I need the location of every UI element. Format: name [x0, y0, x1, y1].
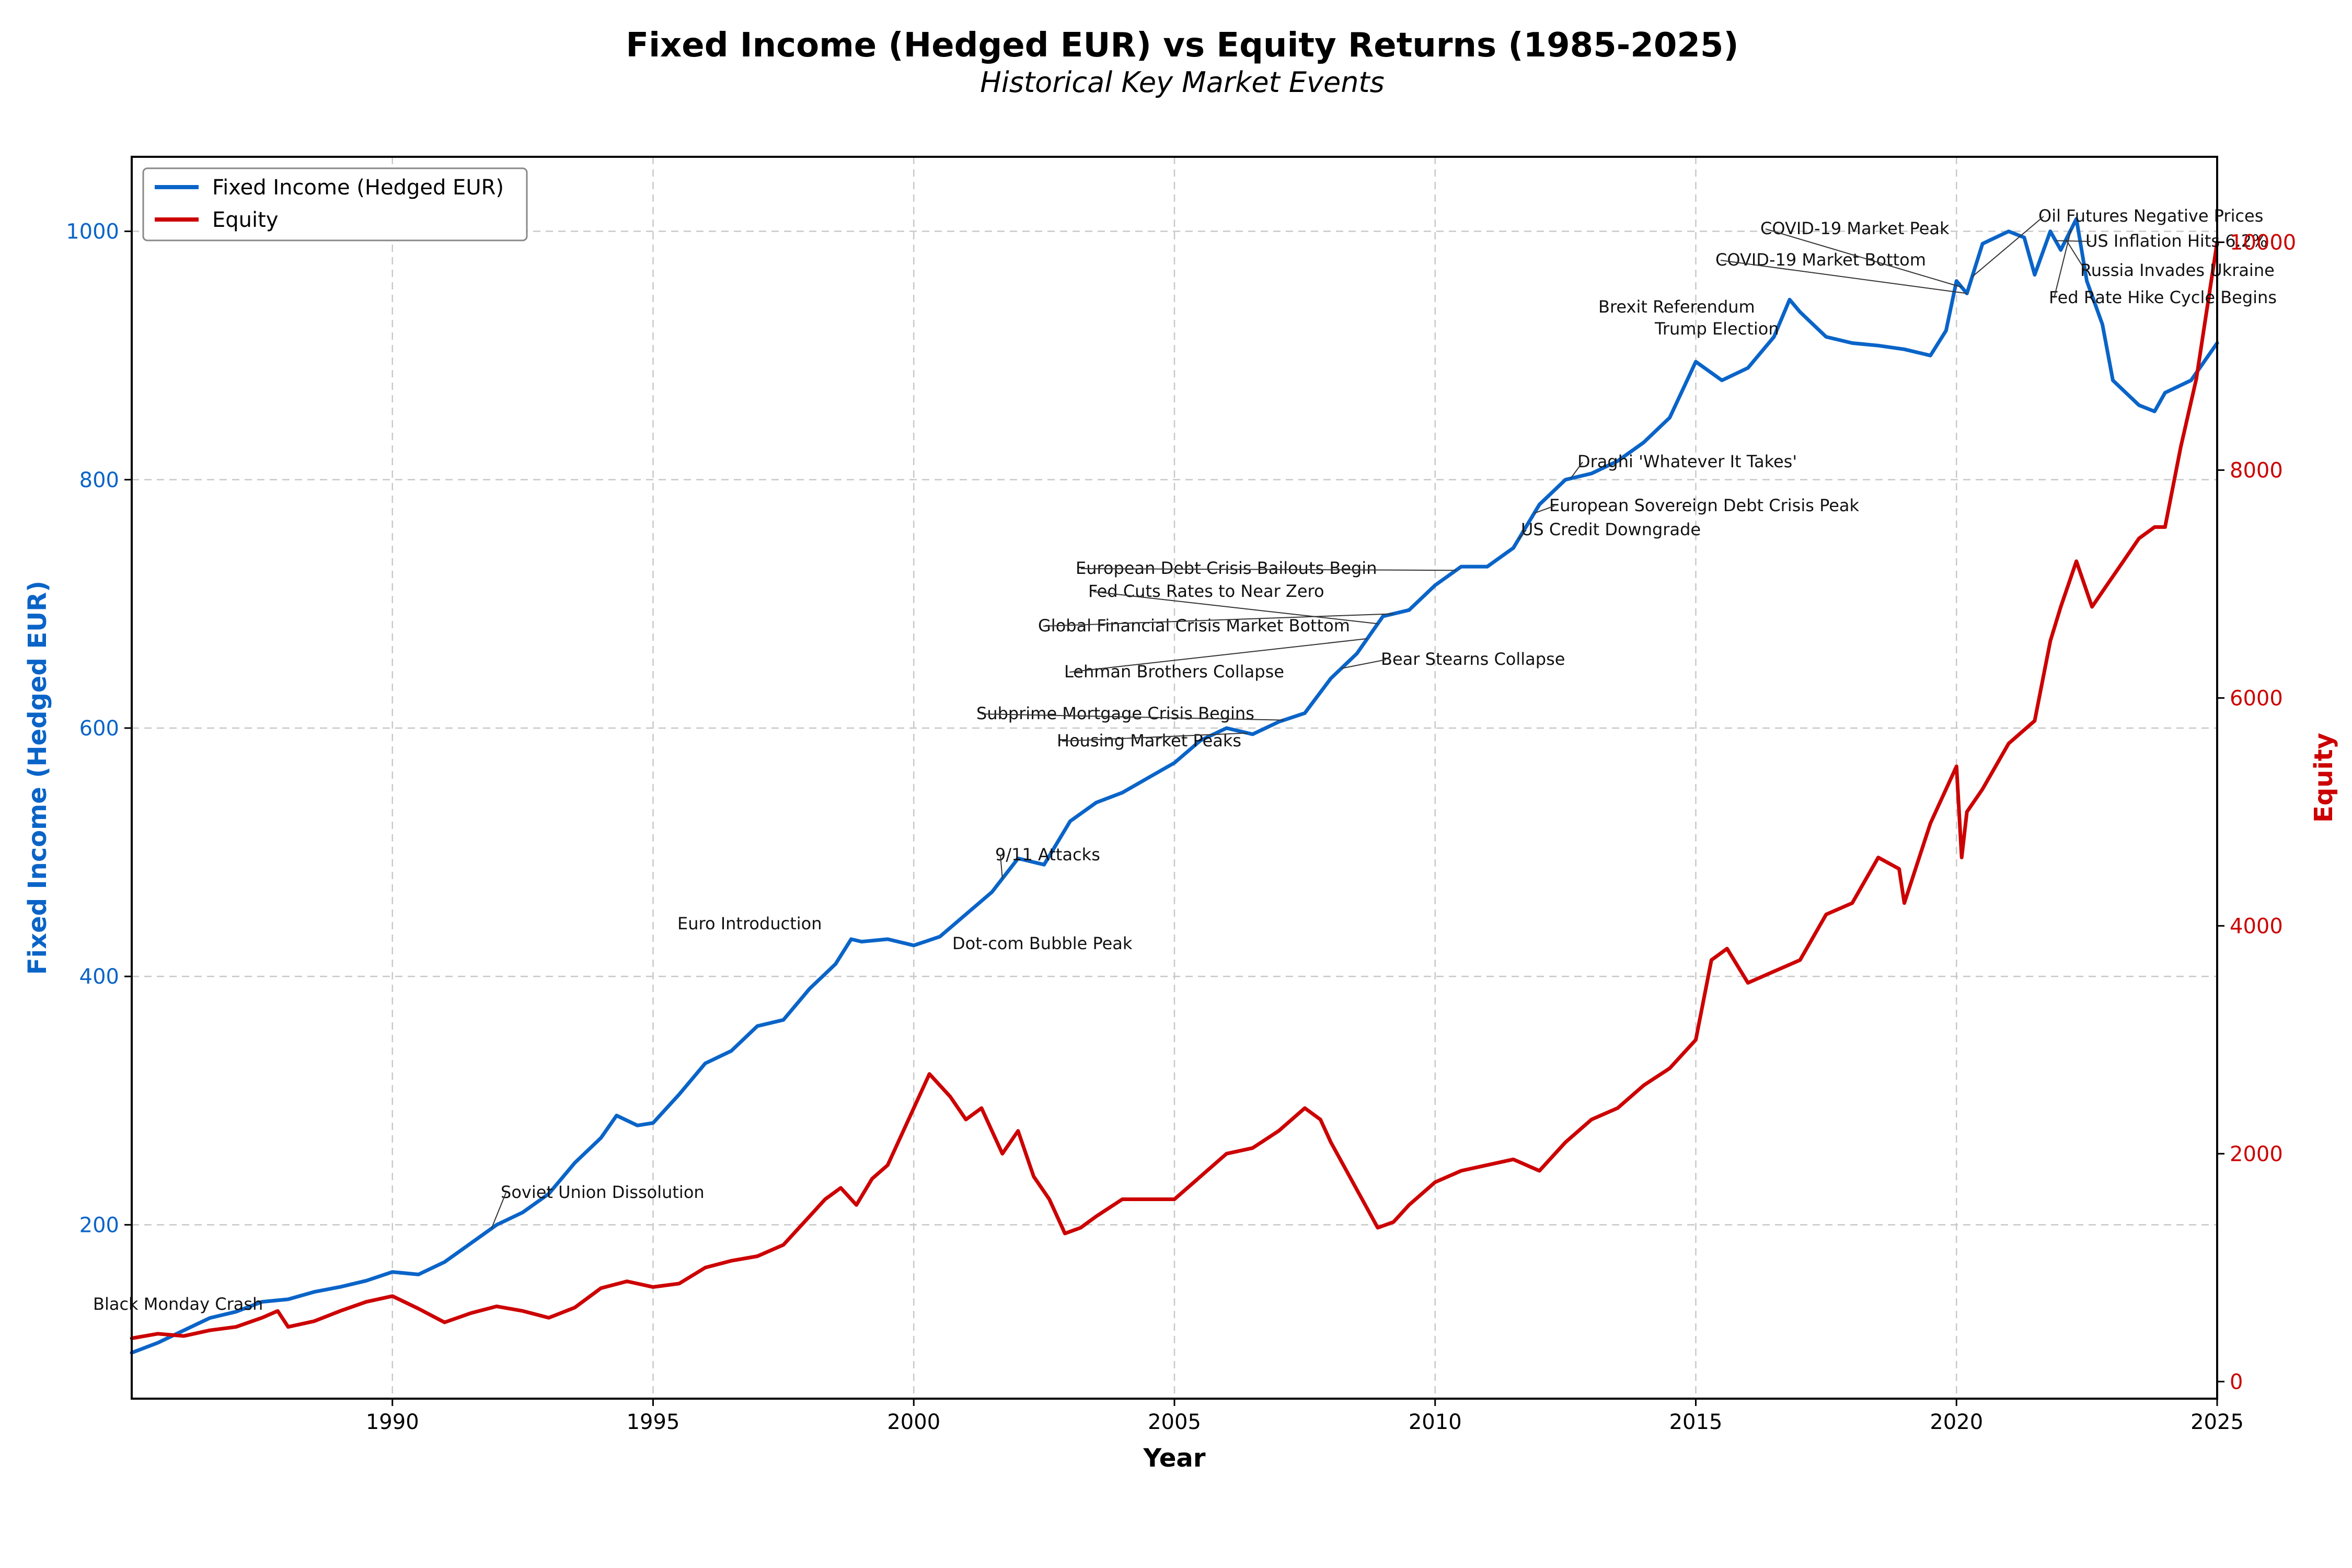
y-axis-left-label: Fixed Income (Hedged EUR) [23, 581, 52, 975]
chart-title: Fixed Income (Hedged EUR) vs Equity Retu… [626, 26, 1738, 65]
annotation-leader [1570, 462, 1583, 479]
y-left-tick-label: 400 [79, 965, 119, 989]
y-left-tick-label: 600 [79, 717, 119, 741]
annotation-label: COVID-19 Market Peak [1760, 218, 1950, 238]
annotation-leader [1534, 505, 1555, 514]
annotation-label: Trump Election [1654, 319, 1779, 339]
y-left-tick-label: 1000 [66, 220, 119, 244]
annotation-label: US Inflation Hits 6.2% [2085, 231, 2268, 251]
annotation-leader [1971, 216, 2044, 278]
y-right-tick-label: 4000 [2230, 914, 2283, 938]
annotation-leader [1093, 591, 1378, 625]
annotation-label: Soviet Union Dissolution [501, 1182, 705, 1202]
x-tick-label: 1990 [366, 1410, 419, 1434]
annotation-label: Draghi 'Whatever It Takes' [1577, 452, 1797, 471]
annotation-leader [2055, 240, 2091, 242]
annotation-label: Black Monday Crash [93, 1294, 263, 1314]
annotation-label: Brexit Referendum [1598, 297, 1755, 317]
annotation-leader [1069, 638, 1368, 673]
legend-box [142, 167, 528, 241]
annotation-label: Lehman Brothers Collapse [1064, 662, 1284, 682]
annotation-leader [491, 1192, 506, 1229]
axes: 1990 1995 2000 2005 2010 2015 2020 2025 200 400 60… [66, 220, 2296, 1434]
x-tick-label: 2005 [1148, 1410, 1201, 1434]
annotation-label: Fed Cuts Rates to Near Zero [1088, 581, 1324, 601]
annotation-leader [1518, 529, 1527, 540]
annotation-label: European Sovereign Debt Crisis Peak [1549, 495, 1860, 515]
annotation-label: Dot-com Bubble Peak [952, 933, 1133, 953]
annotation-label: Euro Introduction [677, 914, 822, 933]
annotation-label: Global Financial Crisis Market Bottom [1038, 616, 1350, 636]
y-left-tick-label: 200 [79, 1213, 119, 1237]
x-tick-label: 2010 [1409, 1410, 1462, 1434]
annotation-leader [2065, 239, 2086, 271]
annotation-leader [1000, 855, 1003, 879]
annotation-label: Bear Stearns Collapse [1381, 649, 1565, 669]
series-line-equity [130, 240, 2219, 1340]
annotation-label: 9/11 Attacks [995, 845, 1100, 864]
annotation-leader [981, 713, 1284, 721]
annotation-label: Oil Futures Negative Prices [2038, 206, 2263, 226]
annotation-label: European Debt Crisis Bailouts Begin [1076, 558, 1377, 578]
y-right-tick-label: 10000 [2230, 230, 2296, 255]
legend-label-equity: Equity [212, 208, 278, 232]
x-tick-label: 2025 [2190, 1410, 2244, 1434]
legend-label-fixed-income: Fixed Income (Hedged EUR) [212, 176, 504, 200]
y-right-tick-label: 0 [2230, 1370, 2243, 1394]
annotation-leader [1341, 659, 1387, 669]
series-line-fixed-income [130, 217, 2219, 1355]
x-axis-label: Year [1143, 1444, 1206, 1473]
annotation-leader [2054, 229, 2072, 298]
annotation-leader [1062, 732, 1248, 742]
chart-subtitle: Historical Key Market Events [980, 66, 1384, 99]
annotation-label: Russia Invades Ukraine [2080, 260, 2275, 280]
y-axis-right-label: Equity [2309, 733, 2338, 823]
x-tick-label: 2015 [1669, 1410, 1723, 1434]
y-left-tick-label: 800 [79, 468, 119, 492]
annotation-leader [1720, 260, 1967, 294]
y-right-tick-label: 6000 [2230, 686, 2283, 710]
y-right-tick-label: 8000 [2230, 458, 2283, 482]
annotation-label: US Credit Downgrade [1521, 520, 1701, 539]
x-tick-label: 2000 [887, 1410, 940, 1434]
annotation-leader [1765, 228, 1962, 288]
x-tick-label: 2020 [1930, 1410, 1983, 1434]
annotations: Black Monday Crash Soviet Union Dissoluti… [93, 206, 2277, 1314]
legend: Fixed Income (Hedged EUR) Equity [142, 167, 528, 241]
annotation-label: Subprime Mortgage Crisis Begins [976, 704, 1254, 723]
y-right-tick-label: 2000 [2230, 1142, 2283, 1166]
annotation-leader [1043, 613, 1393, 627]
annotation-label: Fed Rate Hike Cycle Begins [2049, 287, 2277, 307]
grid-layer [132, 157, 2218, 1399]
annotation-leader [1080, 568, 1456, 571]
series-layer [130, 217, 2219, 1355]
x-tick-label: 1995 [627, 1410, 680, 1434]
annotation-label: Housing Market Peaks [1057, 731, 1241, 751]
